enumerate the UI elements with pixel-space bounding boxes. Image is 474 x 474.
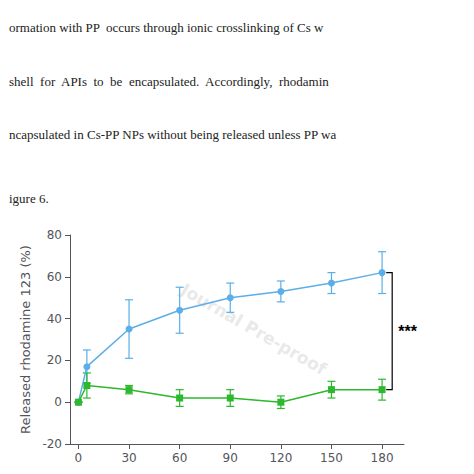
svg-text:60: 60 xyxy=(47,270,62,284)
svg-text:Journal Pre-proof: Journal Pre-proof xyxy=(177,279,331,379)
svg-text:180: 180 xyxy=(371,451,394,465)
svg-text:150: 150 xyxy=(320,451,343,465)
svg-text:ncapsulated in Cs-PP NPs witho: ncapsulated in Cs-PP NPs without being r… xyxy=(9,127,336,142)
svg-text:***: *** xyxy=(398,323,417,340)
svg-text:Released rhodamine 123 (%): Released rhodamine 123 (%) xyxy=(18,245,33,434)
svg-text:90: 90 xyxy=(223,451,238,465)
svg-text:igure 6.: igure 6. xyxy=(9,191,49,206)
svg-text:20: 20 xyxy=(47,353,62,367)
svg-text:60: 60 xyxy=(172,451,187,465)
svg-text:ormation with PP occurs throu: ormation with PP occurs through ionic cr… xyxy=(9,20,324,35)
svg-text:0: 0 xyxy=(75,451,83,465)
svg-text:80: 80 xyxy=(47,228,62,242)
svg-text:120: 120 xyxy=(269,451,292,465)
svg-text:shell for APIs to be enca: shell for APIs to be encapsulated. Accor… xyxy=(9,74,329,89)
svg-text:40: 40 xyxy=(47,312,62,326)
svg-text:-20: -20 xyxy=(42,437,62,451)
svg-text:0: 0 xyxy=(54,395,62,409)
svg-text:30: 30 xyxy=(121,451,136,465)
